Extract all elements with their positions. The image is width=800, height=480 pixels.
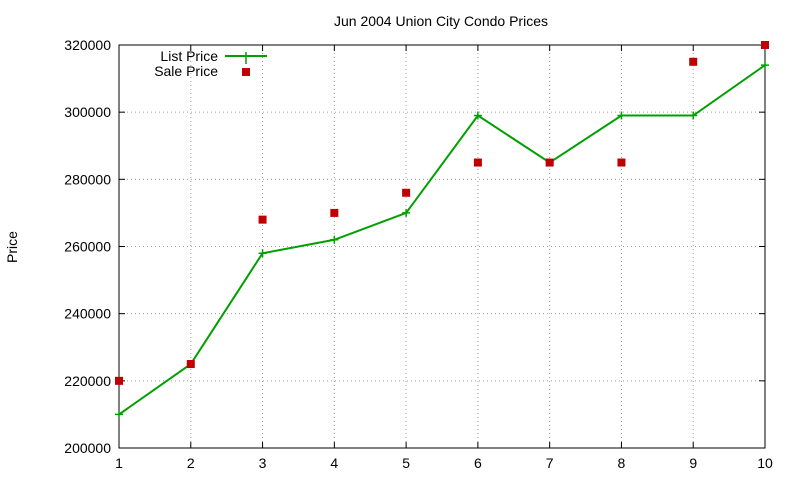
x-tick-label: 4 xyxy=(330,455,338,471)
y-tick-label: 280000 xyxy=(64,171,111,187)
data-point xyxy=(689,111,698,120)
y-axis-label: Price xyxy=(4,231,20,263)
x-tick-label: 1 xyxy=(115,455,123,471)
y-tick-label: 320000 xyxy=(64,37,111,53)
data-point xyxy=(473,111,482,120)
legend-label-list-price: List Price xyxy=(160,48,218,64)
x-axis-tick-labels: 1 2 3 4 5 6 7 8 9 10 xyxy=(115,455,773,471)
legend-label-sale-price: Sale Price xyxy=(154,63,218,79)
data-point xyxy=(330,235,339,244)
data-point xyxy=(761,61,769,70)
data-point xyxy=(330,208,339,217)
series-line xyxy=(118,64,766,416)
y-tick-label: 200000 xyxy=(64,440,111,456)
data-point xyxy=(115,410,123,419)
axis-ticks xyxy=(118,44,766,449)
data-point xyxy=(186,360,195,369)
x-tick-label: 6 xyxy=(474,455,482,471)
x-tick-label: 5 xyxy=(402,455,410,471)
data-point xyxy=(689,57,698,66)
grid xyxy=(119,45,765,448)
data-point xyxy=(258,249,267,258)
y-tick-label: 220000 xyxy=(64,373,111,389)
x-tick-label: 7 xyxy=(546,455,554,471)
data-point xyxy=(761,41,769,49)
legend-marker-list-price xyxy=(242,52,250,64)
x-tick-label: 10 xyxy=(757,455,773,471)
x-tick-label: 9 xyxy=(689,455,697,471)
series-sale-price xyxy=(115,41,769,385)
y-tick-label: 260000 xyxy=(64,239,111,255)
series xyxy=(115,41,769,419)
data-point xyxy=(473,158,482,167)
data-point xyxy=(617,111,626,120)
data-point xyxy=(402,208,411,217)
x-tick-label: 3 xyxy=(259,455,267,471)
x-tick-label: 2 xyxy=(187,455,195,471)
data-point xyxy=(545,158,554,167)
data-point xyxy=(115,376,123,385)
y-tick-label: 300000 xyxy=(64,104,111,120)
legend-marker-sale-price xyxy=(242,68,250,76)
data-point xyxy=(617,158,626,167)
legend: List Price Sale Price xyxy=(154,48,267,79)
chart-title: Jun 2004 Union City Condo Prices xyxy=(334,13,548,29)
y-tick-label: 240000 xyxy=(64,306,111,322)
series-list-price xyxy=(115,61,769,419)
x-tick-label: 8 xyxy=(618,455,626,471)
data-point xyxy=(402,188,411,197)
y-axis-tick-labels: 200000 220000 240000 260000 280000 300000 3200… xyxy=(64,37,111,456)
data-point xyxy=(258,215,267,224)
